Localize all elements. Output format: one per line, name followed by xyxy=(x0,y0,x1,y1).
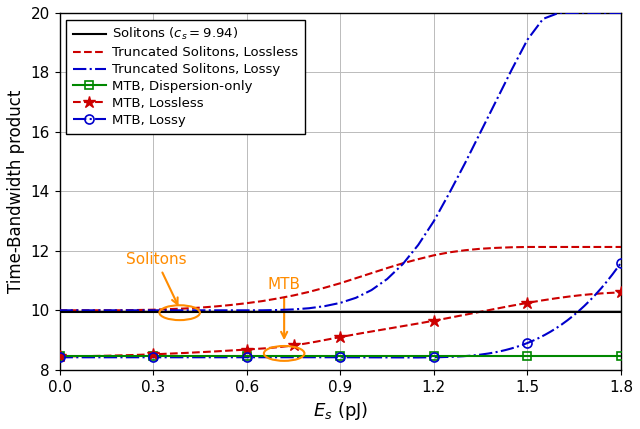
Y-axis label: Time-Bandwidth product: Time-Bandwidth product xyxy=(7,90,25,293)
Legend: Solitons ($c_s = 9.94$), Truncated Solitons, Lossless, Truncated Solitons, Lossy: Solitons ($c_s = 9.94$), Truncated Solit… xyxy=(66,20,305,133)
Text: MTB: MTB xyxy=(268,278,301,338)
Text: Solitons: Solitons xyxy=(126,252,187,304)
X-axis label: $E_s$ (pJ): $E_s$ (pJ) xyxy=(312,400,368,422)
